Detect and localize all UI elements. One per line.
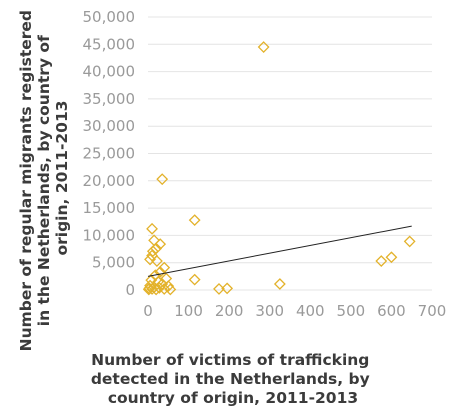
scatter-point: [156, 173, 169, 186]
scatter-point: [148, 234, 161, 247]
y-tick-label: 30,000: [83, 117, 136, 135]
x-tick-label: 300: [255, 302, 284, 320]
y-tick-label: 5,000: [92, 254, 135, 272]
scatter-point: [164, 283, 177, 296]
x-tick-label: 500: [337, 302, 366, 320]
x-axis-title-line: Number of victims of trafficking: [91, 351, 369, 369]
y-tick-label: 40,000: [83, 63, 136, 81]
x-tick-label: 600: [377, 302, 406, 320]
y-tick-labels: 0 5,000 10,000 15,000 20,000 25,000 30,000 35,0…: [83, 8, 136, 299]
scatter-point: [188, 214, 201, 227]
scatter-point: [257, 41, 270, 53]
trendline-group: [147, 225, 412, 277]
x-axis-title-line: country of origin, 2011-2013: [108, 389, 358, 407]
scatter-point: [142, 283, 155, 296]
x-tick-label: 200: [215, 302, 244, 320]
x-tick-label: 0: [143, 302, 153, 320]
y-axis-title-line: Number of regular migrants registered: [17, 10, 35, 351]
gridlines: [148, 16, 432, 291]
y-tick-label: 50,000: [83, 8, 136, 26]
scatter-point: [146, 282, 158, 295]
scatter-point: [151, 255, 163, 267]
scatter-point: [146, 245, 159, 258]
trendline: [147, 225, 412, 277]
x-axis-title-line: detected in the Netherlands, by: [91, 370, 370, 388]
y-tick-label: 25,000: [83, 145, 136, 163]
y-tick-label: 15,000: [83, 199, 136, 217]
x-tick-label: 700: [418, 302, 447, 320]
data-points: [142, 41, 416, 296]
scatter-point: [144, 279, 156, 292]
scatter-point: [156, 278, 169, 290]
x-axis-title: Number of victims of trafficking detecte…: [91, 351, 375, 407]
y-tick-label: 35,000: [83, 90, 136, 108]
scatter-point: [403, 235, 416, 248]
y-tick-label: 0: [125, 281, 135, 299]
scatter-point: [146, 222, 158, 235]
x-tick-label: 100: [174, 302, 203, 320]
y-axis-title: Number of regular migrants registered in…: [17, 5, 71, 352]
y-axis-title-line: in the Netherlands, by country of: [35, 35, 53, 326]
scatter-point: [375, 255, 388, 267]
y-tick-label: 10,000: [83, 226, 136, 244]
scatter-point: [154, 266, 167, 278]
scatter-point: [188, 273, 201, 286]
y-tick-label: 45,000: [83, 35, 136, 53]
x-tick-label: 400: [296, 302, 325, 320]
x-tick-labels: 0 100 200 300 400 500 600 700: [143, 302, 446, 320]
y-tick-label: 20,000: [83, 172, 136, 190]
y-axis-title-line: origin, 2011-2013: [53, 100, 71, 255]
scatter-point: [273, 278, 286, 290]
scatter-point: [221, 282, 234, 295]
scatter-point: [144, 253, 156, 266]
scatter-point: [385, 251, 398, 264]
